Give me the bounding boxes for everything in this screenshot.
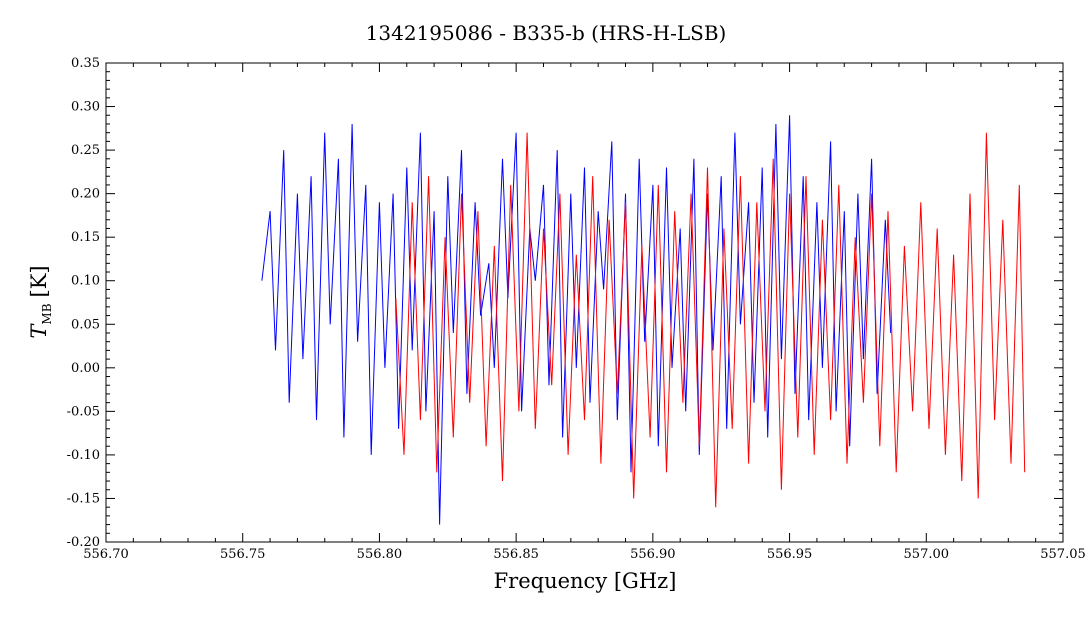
y-axis-label-sub: MB — [40, 303, 54, 324]
y-tick-label: 0.00 — [71, 361, 100, 376]
y-tick-label: -0.15 — [67, 491, 100, 506]
chart-title: 1342195086 - B335-b (HRS-H-LSB) — [366, 21, 727, 45]
y-tick-label: 0.30 — [71, 100, 100, 115]
ticks-layer: 556.70 556.75 556.80 556.85 556.90 556.95 557.… — [67, 56, 1086, 562]
plot-frame — [105, 62, 1064, 543]
y-tick-label: 0.15 — [71, 230, 100, 245]
series-layer — [261, 115, 1026, 525]
x-tick-label: 556.80 — [357, 547, 403, 562]
y-tick-label: 0.25 — [71, 143, 100, 158]
y-tick-label: -0.10 — [67, 448, 100, 463]
x-axis-label: Frequency [GHz] — [494, 569, 677, 593]
y-axis-label-main: T — [27, 323, 51, 339]
x-tick-label: 557.05 — [1040, 547, 1086, 562]
x-tick-label: 556.75 — [220, 547, 266, 562]
y-tick-label: 0.10 — [71, 274, 100, 289]
series-line-1 — [261, 115, 892, 525]
y-axis-label: TMB [K] — [27, 265, 54, 338]
y-tick-label: 0.35 — [71, 56, 100, 71]
series-line-2 — [395, 132, 1026, 508]
x-tick-label: 556.95 — [767, 547, 813, 562]
y-tick-label: -0.20 — [67, 535, 100, 550]
x-tick-label: 556.85 — [493, 547, 539, 562]
y-tick-label: 0.20 — [71, 187, 100, 202]
x-tick-label: 557.00 — [904, 547, 950, 562]
y-tick-label: 0.05 — [71, 317, 100, 332]
x-tick-label: 556.90 — [630, 547, 676, 562]
y-tick-label: -0.05 — [67, 404, 100, 419]
y-axis-label-unit: [K] — [27, 265, 51, 297]
x-tick-label: 556.70 — [83, 547, 129, 562]
